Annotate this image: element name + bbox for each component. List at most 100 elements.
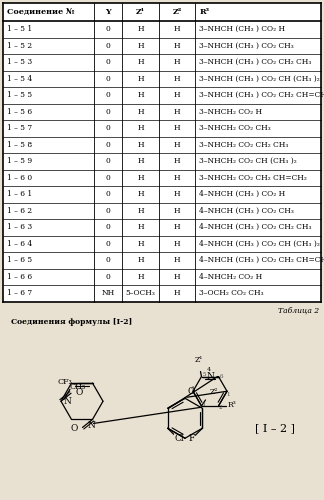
- Text: 0: 0: [106, 91, 110, 99]
- Text: Соединения формулы [I-2]: Соединения формулы [I-2]: [11, 318, 132, 326]
- Text: H: H: [174, 108, 180, 116]
- Text: 1 – 6 3: 1 – 6 3: [7, 223, 32, 231]
- Text: CF₃: CF₃: [58, 378, 73, 386]
- Text: H: H: [137, 108, 144, 116]
- Text: R³: R³: [199, 8, 210, 16]
- Text: H: H: [137, 74, 144, 82]
- Text: H: H: [174, 25, 180, 33]
- Text: 2: 2: [219, 406, 222, 410]
- Text: H: H: [137, 58, 144, 66]
- Text: 0: 0: [106, 207, 110, 215]
- Text: H: H: [137, 141, 144, 149]
- Text: H: H: [174, 91, 180, 99]
- Text: Z²: Z²: [172, 8, 182, 16]
- Bar: [3, 3, 321, 302]
- Text: 1 – 5 3: 1 – 5 3: [7, 58, 32, 66]
- Text: H: H: [137, 42, 144, 50]
- Text: 3–NHCH (CH₃ ) CO₂ CH₃: 3–NHCH (CH₃ ) CO₂ CH₃: [199, 42, 294, 50]
- Text: Z¹: Z¹: [194, 356, 203, 364]
- Text: H: H: [174, 223, 180, 231]
- Text: H: H: [137, 273, 144, 281]
- Text: 1 – 6 4: 1 – 6 4: [7, 240, 32, 248]
- Text: 0: 0: [106, 141, 110, 149]
- Text: 4–NHCH (CH₃ ) CO₂ H: 4–NHCH (CH₃ ) CO₂ H: [199, 190, 286, 198]
- Text: 0: 0: [106, 58, 110, 66]
- Text: 4–NHCH (CH₃ ) CO₂ CH₂ CH₃: 4–NHCH (CH₃ ) CO₂ CH₂ CH₃: [199, 223, 312, 231]
- Text: H: H: [137, 25, 144, 33]
- Text: 3–NHCH₂ CO₂ CH₃: 3–NHCH₂ CO₂ CH₃: [199, 124, 271, 132]
- Text: 0: 0: [106, 74, 110, 82]
- Text: 4–NHCH₂ CO₂ H: 4–NHCH₂ CO₂ H: [199, 273, 263, 281]
- Text: H: H: [174, 240, 180, 248]
- Text: 3–OCH₂ CO₂ CH₃: 3–OCH₂ CO₂ CH₃: [199, 289, 264, 297]
- Text: H: H: [174, 256, 180, 264]
- Text: H: H: [174, 124, 180, 132]
- Text: 1 – 6 1: 1 – 6 1: [7, 190, 32, 198]
- Text: Cl: Cl: [175, 434, 184, 443]
- Text: H: H: [174, 289, 180, 297]
- Text: 0: 0: [106, 174, 110, 182]
- Text: F: F: [188, 434, 194, 443]
- Text: 4–NHCH (CH₃ ) CO₂ CH₂ CH=CH₂: 4–NHCH (CH₃ ) CO₂ CH₂ CH=CH₂: [199, 256, 324, 264]
- Text: Z¹: Z¹: [136, 8, 145, 16]
- Text: N: N: [87, 422, 96, 430]
- Text: H: H: [174, 141, 180, 149]
- Text: H: H: [174, 174, 180, 182]
- Text: 4–NHCH (CH₃ ) CO₂ CH₃: 4–NHCH (CH₃ ) CO₂ CH₃: [199, 207, 294, 215]
- Text: 0: 0: [106, 240, 110, 248]
- Text: R³: R³: [227, 401, 236, 409]
- Text: H: H: [174, 190, 180, 198]
- Text: 4: 4: [206, 366, 211, 372]
- Text: 1 – 5 4: 1 – 5 4: [7, 74, 32, 82]
- Text: N: N: [63, 397, 71, 406]
- Text: 5–OCH₃: 5–OCH₃: [126, 289, 156, 297]
- Text: Соединение №: Соединение №: [7, 8, 75, 16]
- Text: H: H: [174, 273, 180, 281]
- Text: H: H: [137, 157, 144, 165]
- Text: 3–NHCH₂ CO₂ H: 3–NHCH₂ CO₂ H: [199, 108, 262, 116]
- Text: 1 – 6 2: 1 – 6 2: [7, 207, 32, 215]
- Text: 0: 0: [106, 223, 110, 231]
- Text: 1 – 6 6: 1 – 6 6: [7, 273, 32, 281]
- Text: 1 – 5 9: 1 – 5 9: [7, 157, 32, 165]
- Text: O: O: [76, 388, 83, 397]
- Text: H: H: [174, 207, 180, 215]
- Text: H: H: [137, 256, 144, 264]
- Text: 0: 0: [106, 108, 110, 116]
- Text: 1 – 6 5: 1 – 6 5: [7, 256, 32, 264]
- Text: CH₃: CH₃: [69, 383, 85, 391]
- Text: 0: 0: [106, 157, 110, 165]
- Text: 1 – 5 1: 1 – 5 1: [7, 25, 32, 33]
- Text: H: H: [174, 42, 180, 50]
- Text: Таблица 2: Таблица 2: [278, 306, 319, 314]
- Text: H: H: [137, 240, 144, 248]
- Text: O: O: [187, 387, 195, 396]
- Text: 1 – 5 2: 1 – 5 2: [7, 42, 32, 50]
- Text: 4: 4: [191, 386, 195, 391]
- Text: 0: 0: [106, 190, 110, 198]
- Text: 3–NHCH₂ CO₂ CH₂ CH=CH₂: 3–NHCH₂ CO₂ CH₂ CH=CH₂: [199, 174, 307, 182]
- Text: 3–NHCH (CH₃ ) CO₂ CH₂ CH₃: 3–NHCH (CH₃ ) CO₂ CH₂ CH₃: [199, 58, 312, 66]
- Text: 3–NHCH (CH₃ ) CO₂ CH₂ CH=CH₂: 3–NHCH (CH₃ ) CO₂ CH₂ CH=CH₂: [199, 91, 324, 99]
- Text: H: H: [137, 91, 144, 99]
- Text: 0: 0: [106, 124, 110, 132]
- Text: NH: NH: [101, 289, 115, 297]
- Text: 4–NHCH (CH₃ ) CO₂ CH (CH₃ )₂: 4–NHCH (CH₃ ) CO₂ CH (CH₃ )₂: [199, 240, 320, 248]
- Text: 1 – 5 6: 1 – 5 6: [7, 108, 32, 116]
- Text: 3–NHCH (CH₃ ) CO₂ CH (CH₃ )₂: 3–NHCH (CH₃ ) CO₂ CH (CH₃ )₂: [199, 74, 320, 82]
- Text: H: H: [174, 58, 180, 66]
- Text: 1 – 5 7: 1 – 5 7: [7, 124, 32, 132]
- Text: 0: 0: [106, 256, 110, 264]
- Text: 0: 0: [106, 273, 110, 281]
- Text: H: H: [137, 174, 144, 182]
- Text: H: H: [137, 207, 144, 215]
- Text: 1 – 6 7: 1 – 6 7: [7, 289, 32, 297]
- Text: H: H: [137, 190, 144, 198]
- Text: N: N: [207, 372, 214, 381]
- Text: 1 – 5 8: 1 – 5 8: [7, 141, 32, 149]
- Text: 3–NHCH₂ CO₂ CH (CH₃ )₂: 3–NHCH₂ CO₂ CH (CH₃ )₂: [199, 157, 297, 165]
- Text: O: O: [70, 424, 77, 433]
- Text: [ I – 2 ]: [ I – 2 ]: [255, 423, 295, 433]
- Text: 3–NHCH (CH₃ ) CO₂ H: 3–NHCH (CH₃ ) CO₂ H: [199, 25, 285, 33]
- Text: Y: Y: [105, 8, 111, 16]
